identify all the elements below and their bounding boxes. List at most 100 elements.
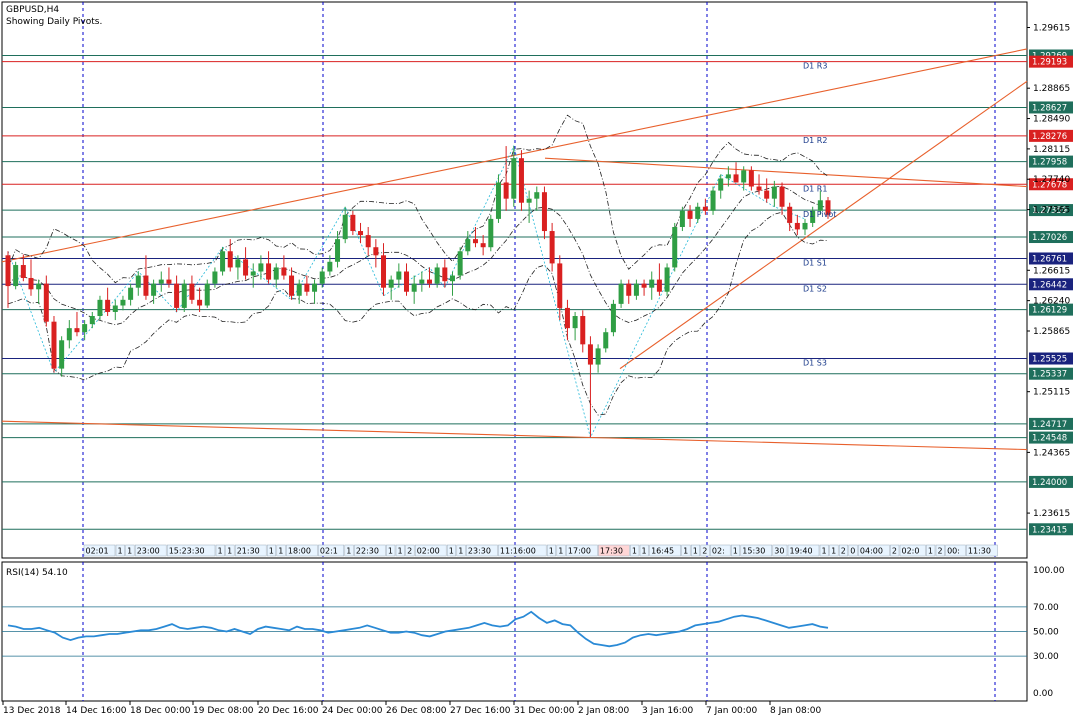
price-badge — [1029, 155, 1073, 168]
time-tag-label: 1 — [346, 547, 351, 556]
time-tag-label: 02:00 — [417, 547, 440, 556]
time-tag — [276, 544, 286, 557]
price-badge-label: 1.27958 — [1032, 158, 1067, 168]
time-tag — [414, 544, 447, 557]
price-tick-label: 1.27365 — [1033, 206, 1070, 216]
candle-body — [296, 283, 302, 296]
candle-body — [89, 316, 95, 325]
time-tag-label: 2 — [841, 547, 846, 556]
pivot-label: D1 R2 — [803, 136, 827, 145]
price-badge — [1029, 431, 1073, 444]
candle-body — [5, 255, 11, 287]
price-tick-label: 1.28490 — [1033, 115, 1070, 125]
lower-horizontal-trendline — [1, 420, 1028, 451]
time-tag — [926, 544, 936, 557]
time-tag-label: 04:00 — [860, 547, 883, 556]
time-tag — [125, 544, 135, 557]
time-tick-label: 26 Dec 08:00 — [386, 706, 447, 716]
time-tag — [286, 544, 318, 557]
candle-body — [488, 218, 494, 248]
candle-body — [204, 283, 210, 306]
candle-body — [817, 200, 823, 211]
time-tag — [966, 544, 998, 557]
time-tag-label: 1 — [269, 547, 274, 556]
candle-body — [541, 192, 547, 232]
time-tag-label: 23:30 — [468, 547, 491, 556]
rsi-line — [7, 610, 829, 648]
time-tag — [690, 544, 701, 557]
candle-body — [656, 279, 662, 292]
candle-body — [319, 271, 325, 284]
descending-trendline — [544, 157, 1028, 188]
time-tag-label: 1 — [549, 547, 554, 556]
time-tag — [740, 544, 773, 557]
time-tag — [639, 544, 649, 557]
candle-body — [43, 283, 49, 322]
price-level-badges: 1.292691.291931.286271.282761.279581.276… — [1029, 49, 1073, 536]
time-tick-label: 8 Jan 08:00 — [770, 706, 822, 716]
trendlines — [1, 48, 1028, 451]
rsi-tick-label: 50.00 — [1033, 628, 1059, 638]
time-tag-label: 1 — [458, 547, 463, 556]
pivot-label: D1 Pivot — [803, 210, 836, 219]
pivot-label: D1 R3 — [803, 62, 827, 71]
price-badge-label: 1.24548 — [1032, 434, 1067, 444]
candle-body — [457, 251, 463, 276]
time-tag — [819, 544, 829, 557]
zigzag-indicator — [7, 144, 806, 439]
candle-body — [495, 182, 501, 219]
ascending-support-trendline — [619, 80, 1028, 370]
time-tag — [598, 544, 630, 557]
time-tag-label: 1 — [822, 547, 827, 556]
candle-body — [189, 283, 195, 300]
time-tick-label: 3 Jan 16:00 — [642, 706, 694, 716]
time-tag — [215, 544, 225, 557]
rsi-tick-label: 0.00 — [1033, 689, 1053, 699]
time-tag — [318, 544, 345, 557]
time-tag-label: 1 — [227, 547, 232, 556]
time-tag — [166, 544, 216, 557]
candle-body — [633, 283, 639, 296]
time-tag-label: 1 — [831, 547, 836, 556]
price-tick-label: 1.24365 — [1033, 448, 1070, 458]
price-tick-label: 1.28115 — [1033, 145, 1070, 155]
time-tag — [405, 544, 415, 557]
time-tag-label: 02:1 — [320, 547, 338, 556]
candle-body — [618, 283, 624, 304]
candle-body — [28, 277, 34, 290]
time-tag — [234, 544, 267, 557]
price-badge — [1029, 129, 1073, 142]
candle-body — [281, 267, 287, 276]
time-tag-label: 1 — [928, 547, 933, 556]
candle-body — [511, 158, 517, 199]
time-tag — [772, 544, 788, 557]
bollinger-lower-band — [7, 211, 829, 416]
time-tick-label: 14 Dec 16:00 — [66, 706, 127, 716]
candle-body — [442, 267, 448, 282]
candle-body — [82, 324, 88, 333]
candle-body — [787, 206, 793, 223]
candle-body — [725, 174, 731, 179]
time-tag — [710, 544, 731, 557]
time-tag-label: 00: — [947, 547, 960, 556]
price-badge-label: 1.24717 — [1032, 420, 1067, 430]
time-tag — [266, 544, 277, 557]
time-tag-label: 2 — [702, 547, 707, 556]
candle-body — [227, 251, 233, 268]
candle-body — [419, 279, 425, 284]
price-tick-label: 1.26615 — [1033, 266, 1070, 276]
candle-body — [695, 206, 701, 219]
candle-body — [595, 348, 601, 365]
candle-body — [273, 267, 279, 280]
time-tag — [344, 544, 354, 557]
price-tick-label: 1.27740 — [1033, 175, 1070, 185]
time-tag — [858, 544, 890, 557]
candle-body — [51, 321, 57, 369]
time-tag-label: 1 — [632, 547, 637, 556]
candle-body — [733, 174, 739, 183]
candle-body — [649, 279, 655, 288]
candle-body — [526, 198, 532, 203]
candle-body — [534, 192, 540, 199]
price-badge — [1029, 523, 1073, 536]
